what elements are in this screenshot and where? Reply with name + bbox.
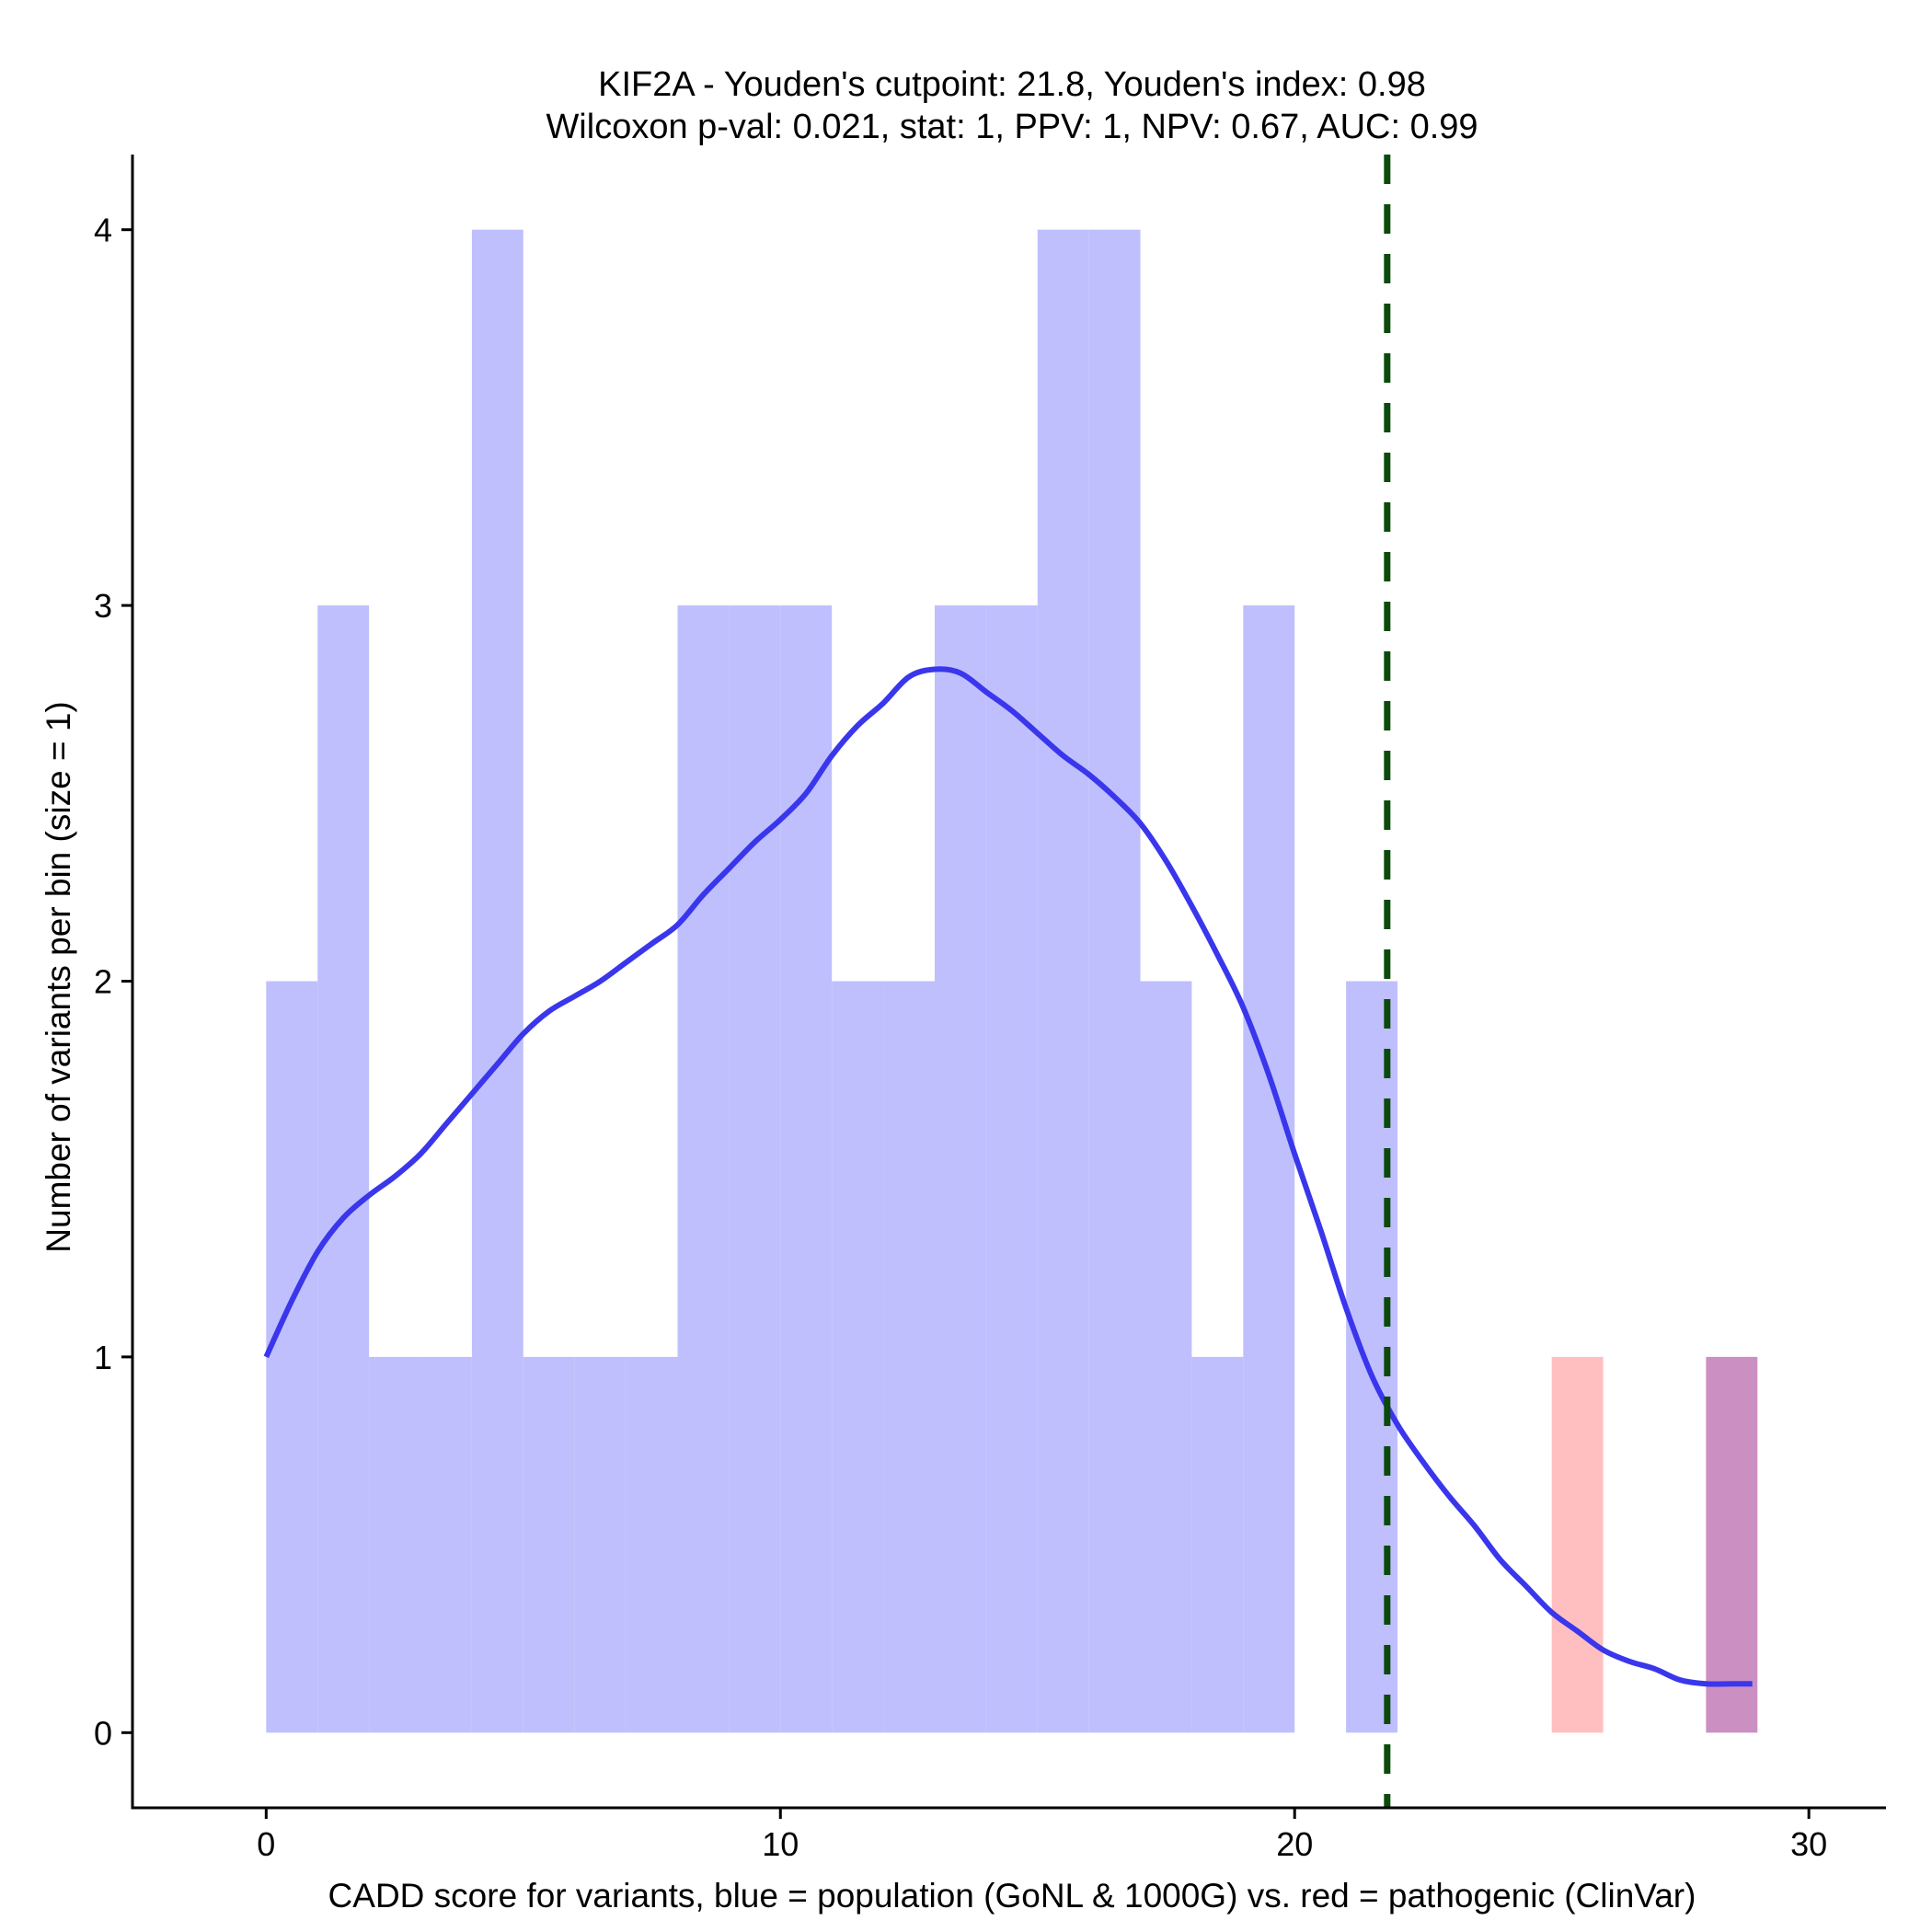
overlap-bar: [1706, 1356, 1758, 1733]
population-bar: [266, 981, 318, 1733]
axes: 0 1 2 3 4 0 10 20 30: [94, 155, 1886, 1863]
pathogenic-bar: [1551, 1356, 1604, 1733]
population-bar: [677, 605, 730, 1733]
population-bar: [985, 605, 1038, 1733]
x-tick-label: 0: [257, 1825, 275, 1863]
population-bar: [1037, 229, 1089, 1733]
chart-title: KIF2A - Youden's cutpoint: 21.8, Youden'…: [546, 65, 1478, 146]
y-axis-label: Number of variants per bin (size = 1): [40, 701, 77, 1252]
population-bar: [471, 229, 523, 1733]
population-bar: [832, 981, 884, 1733]
y-tick-label: 2: [94, 963, 112, 1001]
population-bar: [1088, 229, 1141, 1733]
population-bar: [626, 1356, 678, 1733]
histogram-bars: [266, 229, 1758, 1733]
population-bar: [883, 981, 935, 1733]
x-tick-label: 10: [762, 1825, 799, 1863]
population-bar: [317, 605, 370, 1733]
density-curve-layer: [263, 666, 1753, 1687]
population-bar: [780, 605, 833, 1733]
x-tick-label: 20: [1276, 1825, 1313, 1863]
chart-title-line-2: Wilcoxon p-val: 0.021, stat: 1, PPV: 1, …: [546, 108, 1478, 146]
population-bar: [523, 1356, 575, 1733]
population-bar: [420, 1356, 472, 1733]
y-tick-label: 1: [94, 1339, 112, 1376]
population-bar: [574, 1356, 627, 1733]
population-bar: [1140, 981, 1192, 1733]
population-bar: [934, 605, 986, 1733]
y-tick-label: 0: [94, 1714, 112, 1752]
x-tick-label: 30: [1790, 1825, 1827, 1863]
density-curve: [263, 666, 1753, 1687]
population-bar: [369, 1356, 421, 1733]
y-tick-label: 4: [94, 212, 112, 249]
population-bar: [729, 605, 781, 1733]
x-axis-label: CADD score for variants, blue = populati…: [328, 1877, 1696, 1915]
y-tick-label: 3: [94, 587, 112, 625]
chart-title-line-1: KIF2A - Youden's cutpoint: 21.8, Youden'…: [598, 65, 1426, 104]
population-bar: [1191, 1356, 1244, 1733]
population-bar: [1243, 605, 1295, 1733]
